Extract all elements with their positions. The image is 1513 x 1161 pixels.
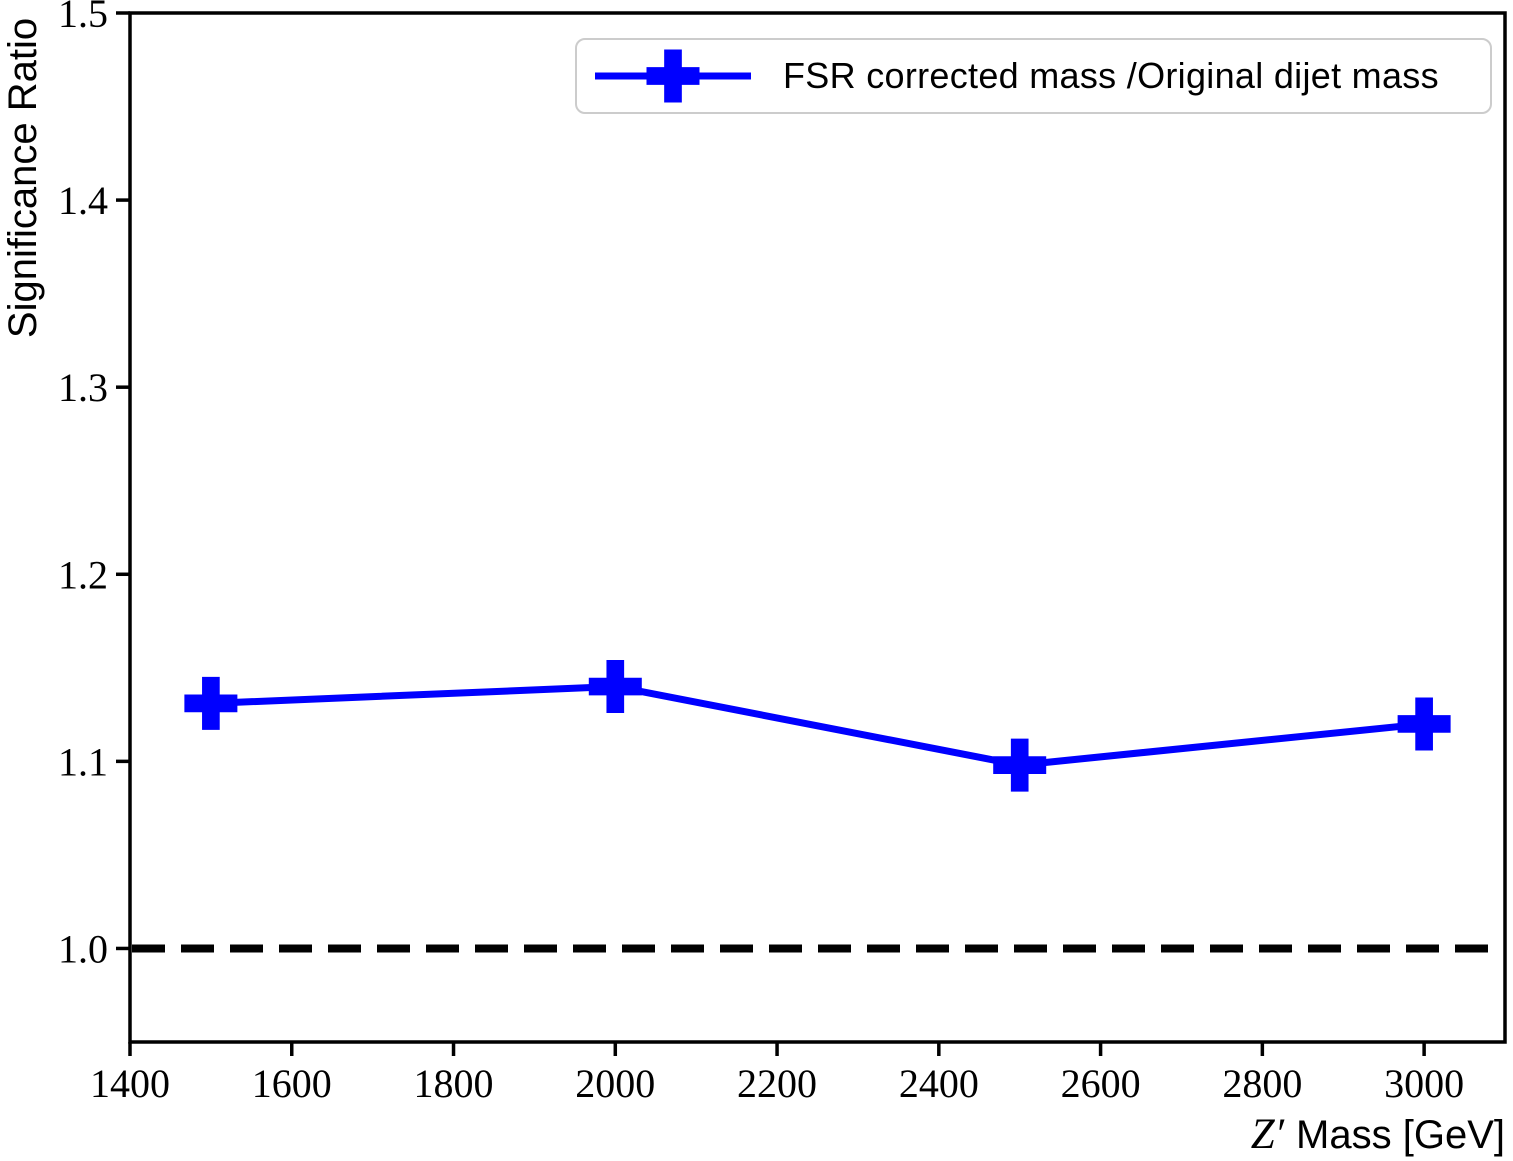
x-tick-label: 2000 — [575, 1061, 655, 1106]
y-tick-label: 1.5 — [58, 0, 108, 36]
legend-plus-marker — [646, 49, 700, 103]
x-tick-label: 2200 — [737, 1061, 817, 1106]
legend-label: FSR corrected mass /Original dijet mass — [783, 55, 1439, 96]
x-tick-label: 2400 — [899, 1061, 979, 1106]
legend-marker-icon — [595, 49, 751, 103]
y-tick-label: 1.3 — [58, 365, 108, 410]
x-tick-label: 1800 — [414, 1061, 494, 1106]
plot-border — [128, 11, 1507, 1044]
y-tick-label: 1.1 — [58, 739, 108, 784]
series-line — [210, 683, 1425, 769]
x-axis-label: Z′ Mass [GeV] — [1251, 1111, 1505, 1158]
data-point-marker — [1397, 697, 1451, 751]
data-point-marker — [993, 738, 1047, 792]
x-axis-label-symbol: Z′ — [1251, 1111, 1285, 1158]
y-axis-label: Significance Ratio — [1, 18, 45, 338]
x-tick-label: 1400 — [90, 1061, 170, 1106]
y-tick-label: 1.4 — [58, 178, 108, 223]
data-point-marker — [184, 676, 238, 730]
x-tick-label: 1600 — [252, 1061, 332, 1106]
x-tick-label: 2600 — [1061, 1061, 1141, 1106]
data-point-marker — [588, 660, 642, 714]
x-axis-label-text: Mass [GeV] — [1296, 1113, 1505, 1157]
y-tick-label: 1.2 — [58, 552, 108, 597]
legend: FSR corrected mass /Original dijet mass — [575, 38, 1492, 114]
x-tick-label: 2800 — [1222, 1061, 1302, 1106]
x-tick-label: 3000 — [1384, 1061, 1464, 1106]
y-tick-label: 1.0 — [58, 926, 108, 971]
